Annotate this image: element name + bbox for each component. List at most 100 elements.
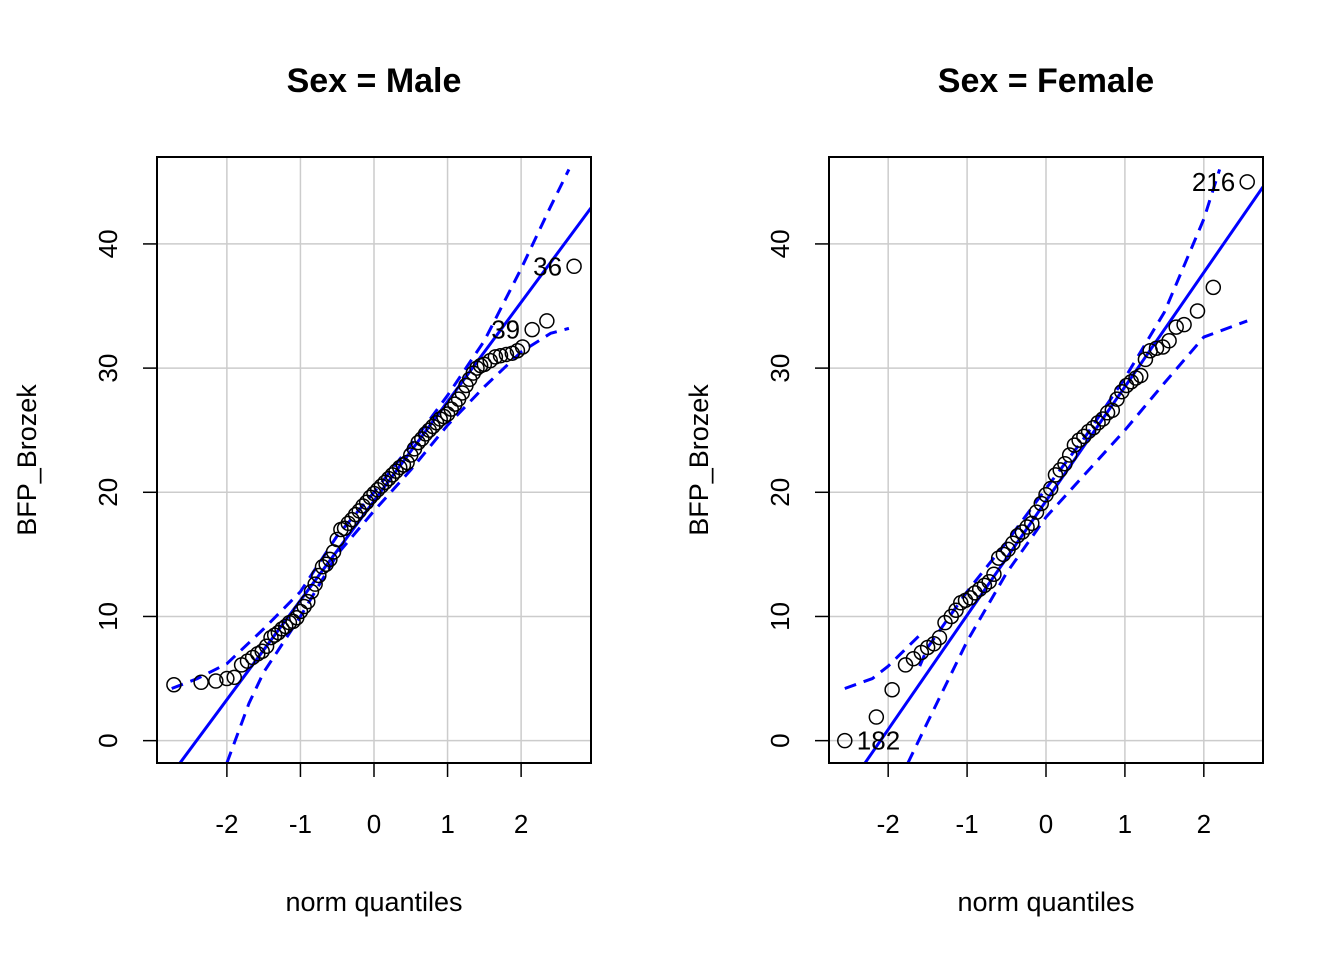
data-point <box>318 556 334 573</box>
confidence-band-upper <box>171 168 571 690</box>
data-point <box>995 546 1012 563</box>
data-point <box>296 598 312 615</box>
data-point <box>193 674 209 691</box>
data-point <box>226 669 242 686</box>
data-point <box>1118 377 1135 394</box>
data-point <box>395 457 412 473</box>
data-point <box>469 360 485 376</box>
data-point <box>208 673 224 689</box>
data-point <box>454 385 471 401</box>
chart-title: Sex = Male <box>287 62 462 100</box>
y-tick-label: 40 <box>93 229 123 258</box>
x-tick-label: -2 <box>215 809 238 839</box>
data-point <box>1042 480 1059 497</box>
confidence-band-upper-tail <box>844 634 921 690</box>
x-tick-label: -1 <box>956 809 979 839</box>
y-tick-label: 0 <box>765 733 795 747</box>
x-tick-label: 2 <box>1197 809 1211 839</box>
x-tick-label: -2 <box>877 809 900 839</box>
data-point <box>447 396 463 412</box>
data-point <box>509 342 526 359</box>
x-tick-label: 0 <box>367 809 381 839</box>
data-point <box>539 313 555 329</box>
data-point <box>1080 423 1097 440</box>
data-point <box>492 347 509 364</box>
y-tick-label: 30 <box>765 354 795 383</box>
data-point <box>1132 367 1149 384</box>
x-axis-label: norm quantiles <box>285 887 462 917</box>
data-point <box>1071 432 1087 448</box>
data-point <box>322 551 338 568</box>
data-point <box>1239 174 1255 190</box>
y-tick-label: 20 <box>765 478 795 507</box>
data-point <box>1109 391 1125 407</box>
data-point <box>166 677 182 693</box>
data-point <box>986 566 1002 582</box>
x-tick-label: 0 <box>1039 809 1053 839</box>
chart-title: Sex = Female <box>938 62 1154 100</box>
data-point <box>1137 351 1154 368</box>
data-point <box>948 602 964 619</box>
point-label: 216 <box>1192 167 1235 197</box>
data-point <box>307 576 323 592</box>
plot-area <box>166 168 591 763</box>
data-point <box>344 511 360 528</box>
data-point <box>1076 428 1092 445</box>
x-tick-label: 2 <box>514 809 528 839</box>
data-point <box>1033 495 1050 512</box>
y-tick-label: 10 <box>765 602 795 631</box>
y-axis-label: BFP_Brozek <box>12 384 42 536</box>
data-point <box>498 346 515 363</box>
data-point <box>1061 447 1078 463</box>
data-point <box>1148 340 1165 356</box>
confidence-band-lower <box>225 326 570 763</box>
y-tick-label: 20 <box>93 478 123 507</box>
data-point <box>1161 333 1177 349</box>
data-point <box>1176 316 1192 333</box>
data-point <box>1014 524 1031 540</box>
data-point <box>1168 319 1184 335</box>
x-tick-label: 1 <box>440 809 454 839</box>
data-point <box>931 629 948 646</box>
y-tick-label: 30 <box>93 354 123 383</box>
data-point <box>258 638 275 655</box>
data-point <box>285 613 301 630</box>
data-point <box>1085 419 1102 436</box>
data-point <box>1090 414 1106 431</box>
point-label: 182 <box>857 726 900 756</box>
x-axis-label: norm quantiles <box>957 887 1134 917</box>
x-tick-label: 1 <box>1118 809 1132 839</box>
data-point <box>399 454 415 471</box>
y-tick-label: 0 <box>93 733 123 747</box>
y-axis-label: BFP_Brozek <box>684 384 714 536</box>
data-point <box>292 603 309 620</box>
data-point <box>1028 504 1045 520</box>
data-point <box>329 531 345 548</box>
data-point <box>971 581 988 597</box>
data-point <box>219 670 235 687</box>
data-point <box>443 401 459 417</box>
point-label: 39 <box>491 315 520 345</box>
data-point <box>1189 303 1206 319</box>
data-point <box>962 590 978 606</box>
plot-area <box>837 168 1263 763</box>
data-point <box>1057 455 1073 472</box>
data-point <box>254 643 270 659</box>
point-label: 36 <box>533 251 562 281</box>
data-point <box>311 567 327 584</box>
y-tick-label: 10 <box>93 602 123 631</box>
data-point <box>1009 528 1026 544</box>
data-point <box>967 585 983 601</box>
data-point <box>990 550 1007 566</box>
data-point <box>868 709 885 725</box>
data-point <box>1005 535 1021 551</box>
data-point <box>1019 519 1035 535</box>
data-point <box>837 732 853 749</box>
data-point <box>303 583 320 600</box>
data-point <box>524 321 540 338</box>
data-point <box>347 506 364 523</box>
data-point <box>566 258 582 275</box>
